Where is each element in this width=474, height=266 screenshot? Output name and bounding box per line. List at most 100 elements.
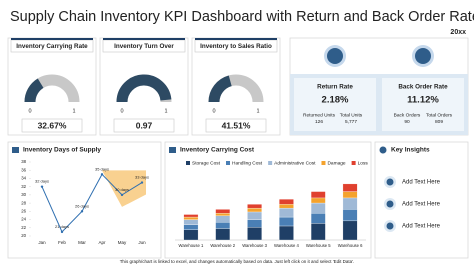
rate-value: 2.18%: [322, 95, 349, 106]
point: [140, 181, 144, 184]
legend-label: Damage: [327, 161, 345, 167]
y-tick-label: 20: [21, 233, 26, 238]
gauge-title: Inventory Carrying Rate: [16, 43, 88, 50]
bar-segment: [310, 213, 326, 224]
bar-segment: [183, 216, 199, 220]
point: [120, 193, 124, 197]
gauge-max: 1: [164, 108, 167, 114]
bar-segment: [310, 223, 326, 241]
gauge-max: 1: [256, 108, 259, 114]
gauge-min: 0: [120, 108, 123, 114]
gauge-min: 0: [28, 108, 31, 114]
footer-note: This graph/chart is linked to excel, and…: [120, 259, 355, 264]
legend-label: Handling Cost: [232, 161, 263, 167]
bar-segment: [342, 209, 358, 222]
bar-segment: [279, 216, 294, 227]
gauge-header-bar: [195, 38, 277, 40]
y-tick-label: 26: [21, 208, 26, 213]
bar-segment: [279, 207, 294, 218]
rate-stat-label: Total Orders: [426, 112, 453, 118]
gauge-fill: [116, 74, 172, 103]
y-tick-label: 36: [21, 167, 26, 172]
x-tick-label: Mar: [78, 240, 86, 245]
gauge-value: 41.51%: [222, 120, 251, 130]
point: [40, 185, 44, 188]
data-label: 21 days: [55, 224, 69, 229]
bar-segment: [183, 214, 199, 218]
rate-stat-label: Back Orders: [394, 112, 421, 118]
rate-stat-value: 809: [435, 119, 443, 125]
rate-card: [382, 78, 464, 131]
x-tick-label: Warehouse 5: [306, 243, 331, 248]
line: [41, 173, 143, 233]
legend-label: Storage Cost: [192, 161, 221, 167]
rate-title: Back Order Rate: [398, 84, 448, 91]
gauge-max: 1: [72, 108, 75, 114]
bar-segment: [215, 221, 231, 229]
gauge-fill: [24, 78, 44, 103]
bar-segment: [215, 209, 231, 214]
x-tick-label: Feb: [58, 240, 66, 245]
insights-title: Key Insights: [391, 147, 430, 154]
rate-title: Return Rate: [317, 84, 353, 91]
gauge-header-bar: [11, 38, 93, 40]
page-title: Supply Chain Inventory KPI Dashboard wit…: [10, 9, 474, 25]
panel-icon: [12, 147, 19, 153]
bar-segment: [215, 228, 231, 241]
x-tick-label: May: [118, 240, 127, 245]
insight-icon: [386, 178, 394, 186]
y-tick-label: 30: [21, 192, 26, 197]
bar-segment: [247, 211, 262, 220]
highlight: [102, 170, 146, 207]
chart-title: Inventory Days of Supply: [23, 147, 101, 154]
x-tick-label: Jan: [38, 240, 46, 245]
rate-card: [294, 78, 376, 131]
bar-segment: [342, 220, 358, 241]
bar-segment: [342, 197, 358, 210]
bar-segment: [342, 183, 358, 192]
y-tick-label: 24: [21, 217, 26, 222]
rate-stat-value: 5,777: [345, 119, 357, 125]
bar-segment: [215, 215, 231, 223]
rate-icon: [327, 48, 343, 64]
x-tick-label: Warehouse 6: [338, 243, 363, 248]
bar-segment: [247, 227, 262, 241]
chart-title: Inventory Carrying Cost: [180, 147, 255, 154]
bar-segment: [183, 224, 199, 230]
legend-swatch: [268, 161, 273, 165]
gauge-fill: [208, 75, 233, 103]
data-label: 33 days: [135, 175, 149, 180]
legend-swatch: [351, 161, 356, 165]
legend-swatch: [321, 161, 326, 165]
year: 20xx: [450, 29, 466, 36]
x-tick-label: Apr: [98, 240, 106, 245]
gauge-value-box: [113, 118, 175, 133]
gauge-value-box: [21, 118, 83, 133]
x-tick-label: Warehouse 2: [210, 243, 235, 248]
insight-icon: [386, 200, 394, 208]
gauge-title: Inventory to Sales Ratio: [200, 43, 272, 50]
cost-panel: [164, 141, 372, 259]
bar-segment: [183, 219, 199, 225]
point: [60, 230, 64, 234]
data-label: 32 days: [35, 179, 49, 184]
gauge-value-box: [205, 118, 267, 133]
panel-icon: [169, 147, 176, 153]
legend-label: Loss: [358, 161, 369, 167]
bar-segment: [279, 204, 294, 209]
rate-stat-label: Total Units: [340, 112, 363, 118]
y-tick-label: 28: [21, 200, 26, 205]
insight-text: Add Text Here: [402, 202, 441, 208]
bar-segment: [342, 191, 358, 199]
bar-segment: [279, 199, 294, 205]
x-tick-label: Jun: [138, 240, 146, 245]
panel-icon: [379, 146, 387, 154]
point: [80, 210, 84, 213]
days-panel: [7, 141, 162, 259]
rate-icon: [415, 48, 431, 64]
gauge-header-bar: [103, 38, 185, 40]
gauge-value: 0.97: [136, 120, 153, 130]
bar-segment: [215, 213, 231, 216]
